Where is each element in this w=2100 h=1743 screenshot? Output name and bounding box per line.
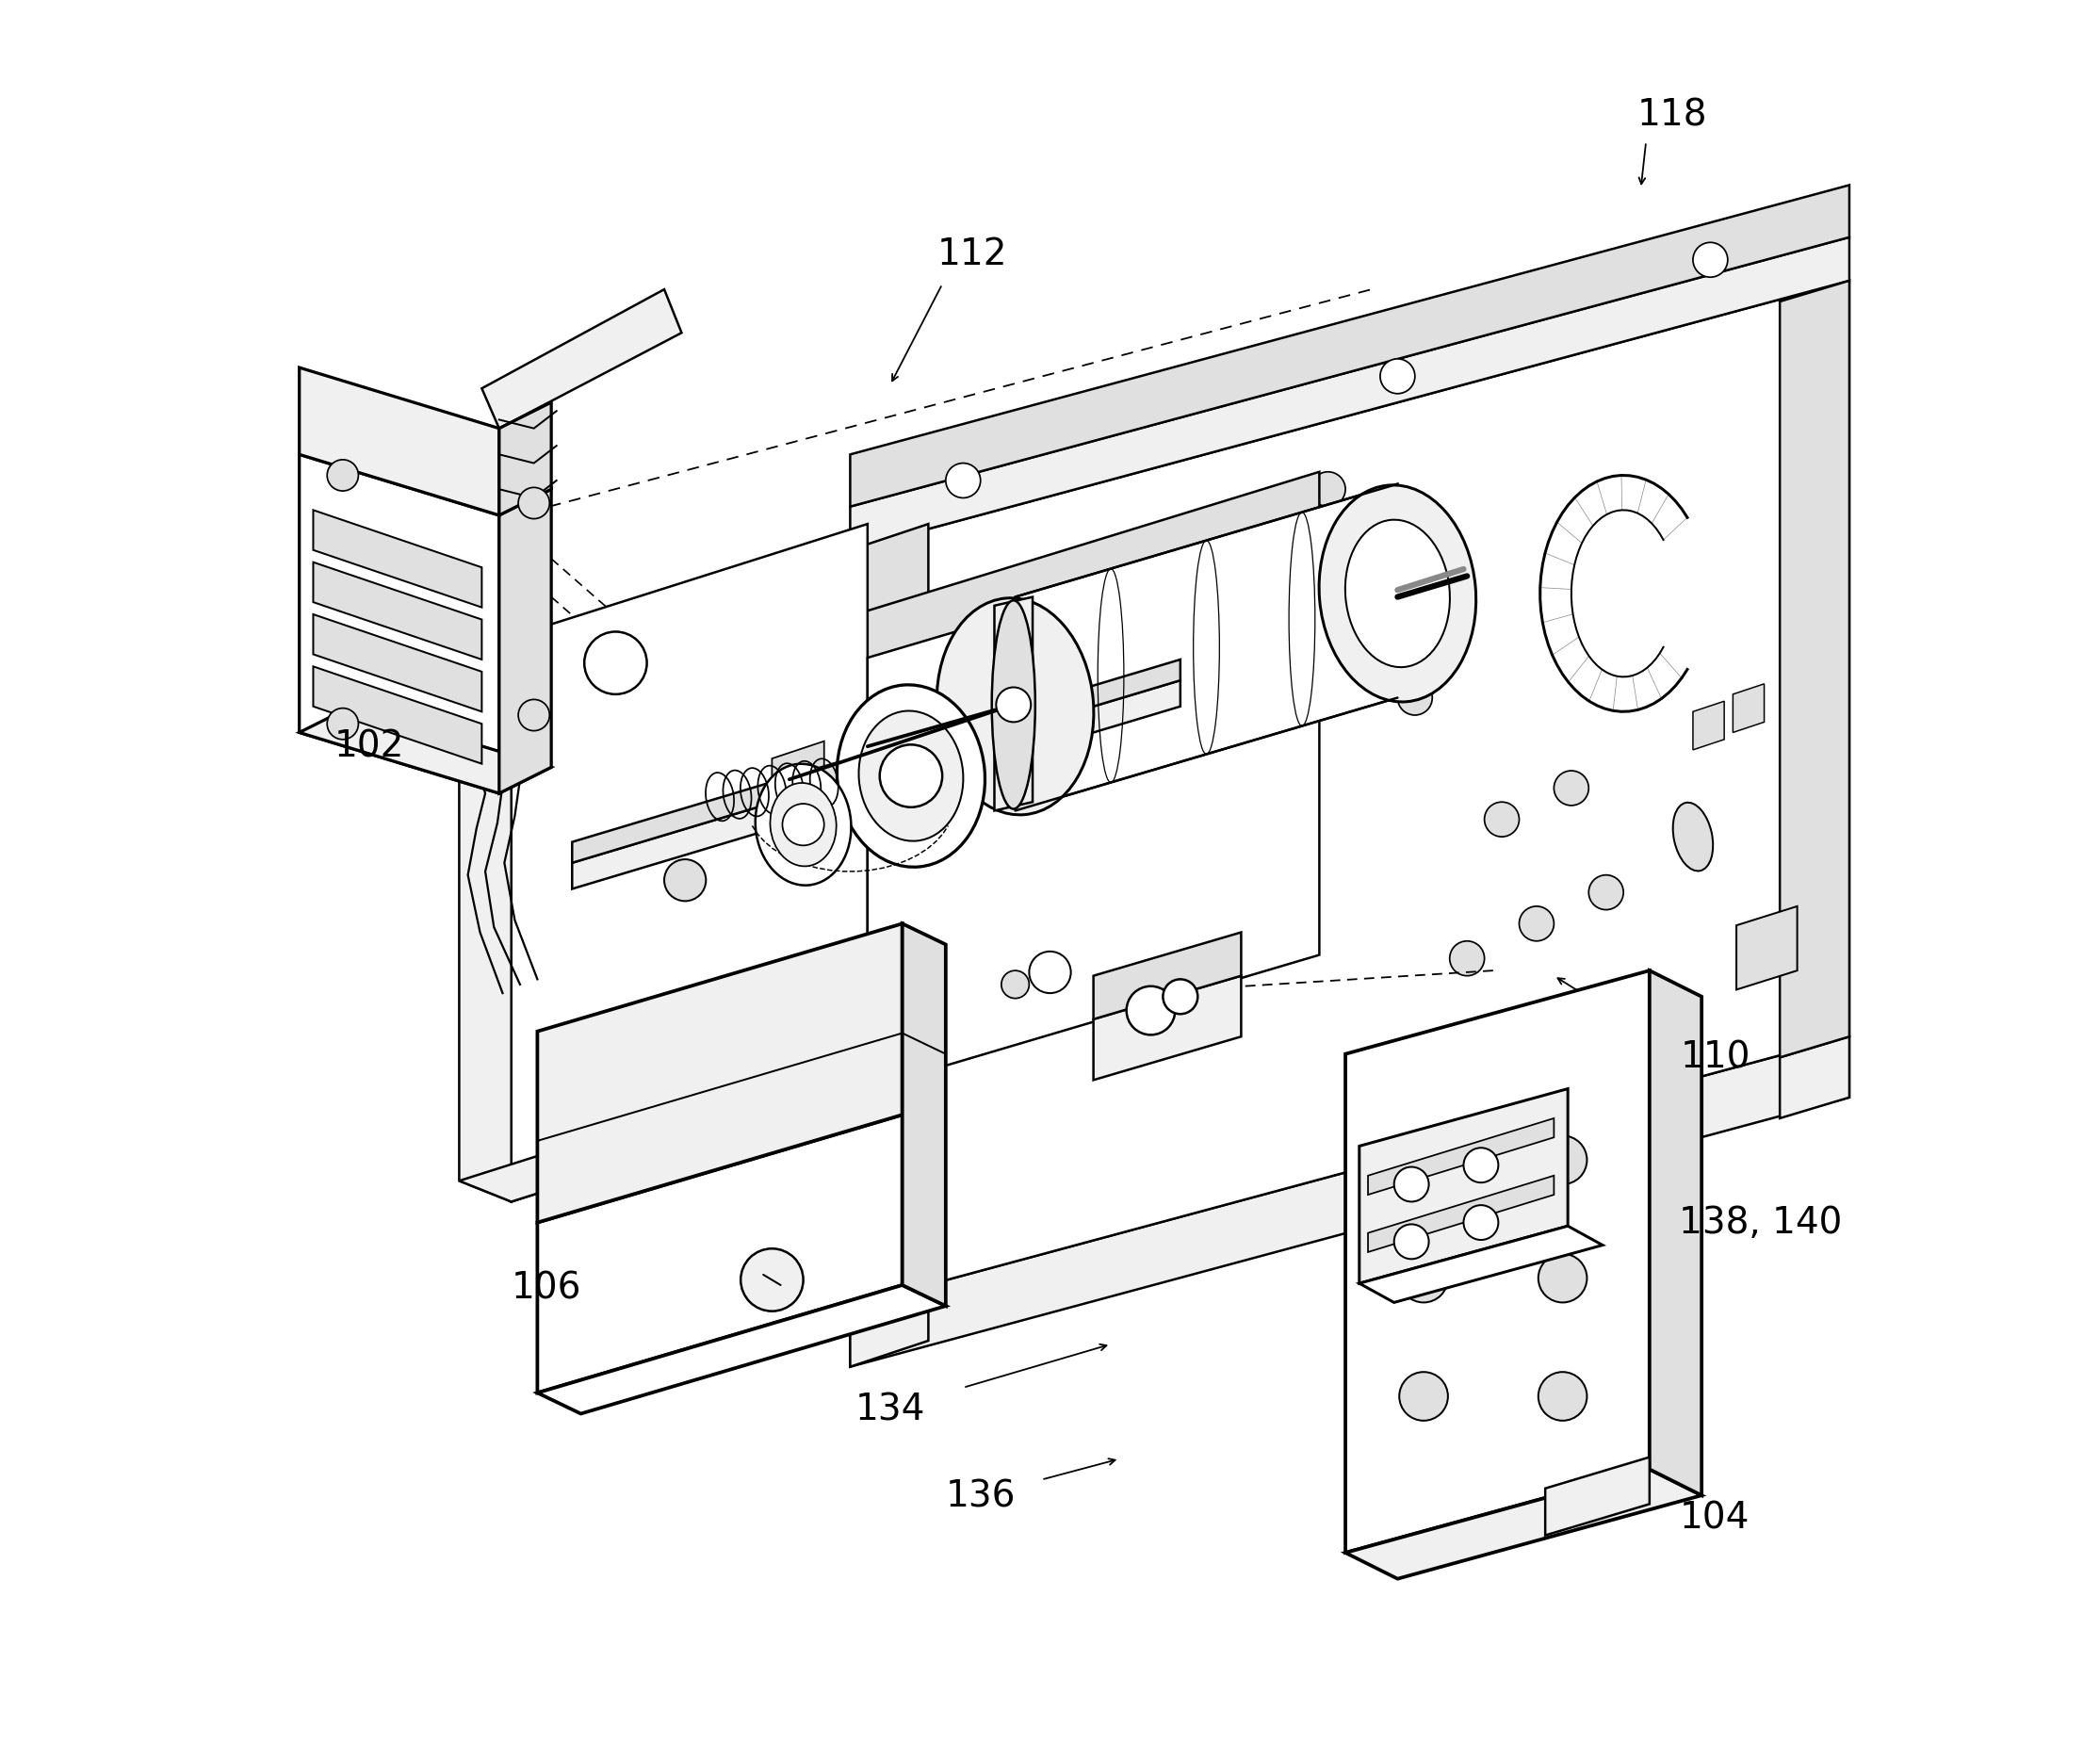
Circle shape [328,460,359,492]
Circle shape [1464,1204,1497,1239]
Ellipse shape [1346,519,1449,668]
Polygon shape [1346,1469,1701,1579]
Polygon shape [300,455,500,793]
Polygon shape [995,596,1033,810]
Ellipse shape [756,763,850,885]
Text: 118: 118 [1638,98,1707,134]
Text: 106: 106 [510,1271,582,1307]
Ellipse shape [838,685,985,866]
Polygon shape [1781,1037,1850,1119]
Polygon shape [510,472,1319,772]
Circle shape [1464,1149,1497,1182]
Circle shape [1002,971,1029,999]
Text: 134: 134 [855,1393,926,1428]
Circle shape [328,708,359,739]
Circle shape [1399,1253,1447,1302]
Circle shape [1029,952,1071,994]
Polygon shape [1094,976,1241,1081]
Polygon shape [850,525,928,1306]
Circle shape [1518,906,1554,941]
Ellipse shape [859,711,964,842]
Polygon shape [313,563,481,659]
Polygon shape [300,368,500,516]
Polygon shape [773,741,823,819]
Circle shape [783,804,823,845]
Polygon shape [313,614,481,711]
Circle shape [1397,680,1432,715]
Text: 138, 140: 138, 140 [1680,1204,1842,1241]
Polygon shape [1367,1175,1554,1251]
Polygon shape [867,525,1319,1089]
Polygon shape [850,185,1850,507]
Polygon shape [481,289,683,429]
Ellipse shape [1674,802,1714,872]
Circle shape [1539,1372,1588,1421]
Ellipse shape [1319,485,1476,702]
Circle shape [1163,980,1197,1014]
Polygon shape [903,924,945,1306]
Polygon shape [1094,933,1241,1020]
Polygon shape [538,1285,945,1414]
Polygon shape [1359,1089,1569,1283]
Ellipse shape [771,783,836,866]
Polygon shape [1014,485,1397,810]
Polygon shape [571,659,1180,863]
Circle shape [1310,472,1346,507]
Circle shape [1539,1253,1588,1302]
Circle shape [519,488,550,519]
Circle shape [1590,875,1623,910]
Circle shape [1485,802,1518,837]
Polygon shape [313,666,481,763]
Circle shape [519,699,550,730]
Circle shape [1394,1224,1428,1258]
Circle shape [1399,1372,1447,1421]
Polygon shape [460,1068,867,1201]
Circle shape [584,631,647,694]
Ellipse shape [991,600,1035,809]
Polygon shape [850,281,1850,1306]
Polygon shape [571,680,1180,889]
Polygon shape [1346,971,1649,1553]
Text: 110: 110 [1680,1039,1751,1075]
Circle shape [1399,1136,1447,1183]
Polygon shape [1546,1457,1648,1536]
Circle shape [995,687,1031,722]
Polygon shape [538,1116,903,1393]
Circle shape [1394,1166,1428,1201]
Polygon shape [538,924,903,1222]
Circle shape [1380,359,1415,394]
Polygon shape [850,1279,928,1367]
Text: 104: 104 [1680,1501,1749,1536]
Circle shape [741,1248,802,1311]
Polygon shape [500,403,552,516]
Polygon shape [1693,701,1724,749]
Circle shape [1554,770,1590,805]
Circle shape [880,744,943,807]
Polygon shape [510,525,1319,828]
Circle shape [1693,242,1728,277]
Circle shape [1449,941,1485,976]
Polygon shape [1367,1119,1554,1194]
Text: 102: 102 [334,729,403,763]
Polygon shape [500,490,552,793]
Polygon shape [300,706,552,793]
Text: 136: 136 [945,1480,1016,1515]
Circle shape [1126,987,1176,1035]
Circle shape [1539,1136,1588,1183]
Polygon shape [460,615,510,1201]
Polygon shape [313,511,481,607]
Polygon shape [1781,281,1850,1058]
Polygon shape [1732,683,1764,732]
Polygon shape [1359,1225,1602,1302]
Polygon shape [510,525,867,1201]
Circle shape [664,859,706,901]
Polygon shape [850,1037,1850,1367]
Polygon shape [1737,906,1798,990]
Circle shape [945,464,981,498]
Text: 112: 112 [937,237,1006,272]
Ellipse shape [937,598,1094,814]
Polygon shape [1649,971,1701,1495]
Polygon shape [850,237,1850,551]
